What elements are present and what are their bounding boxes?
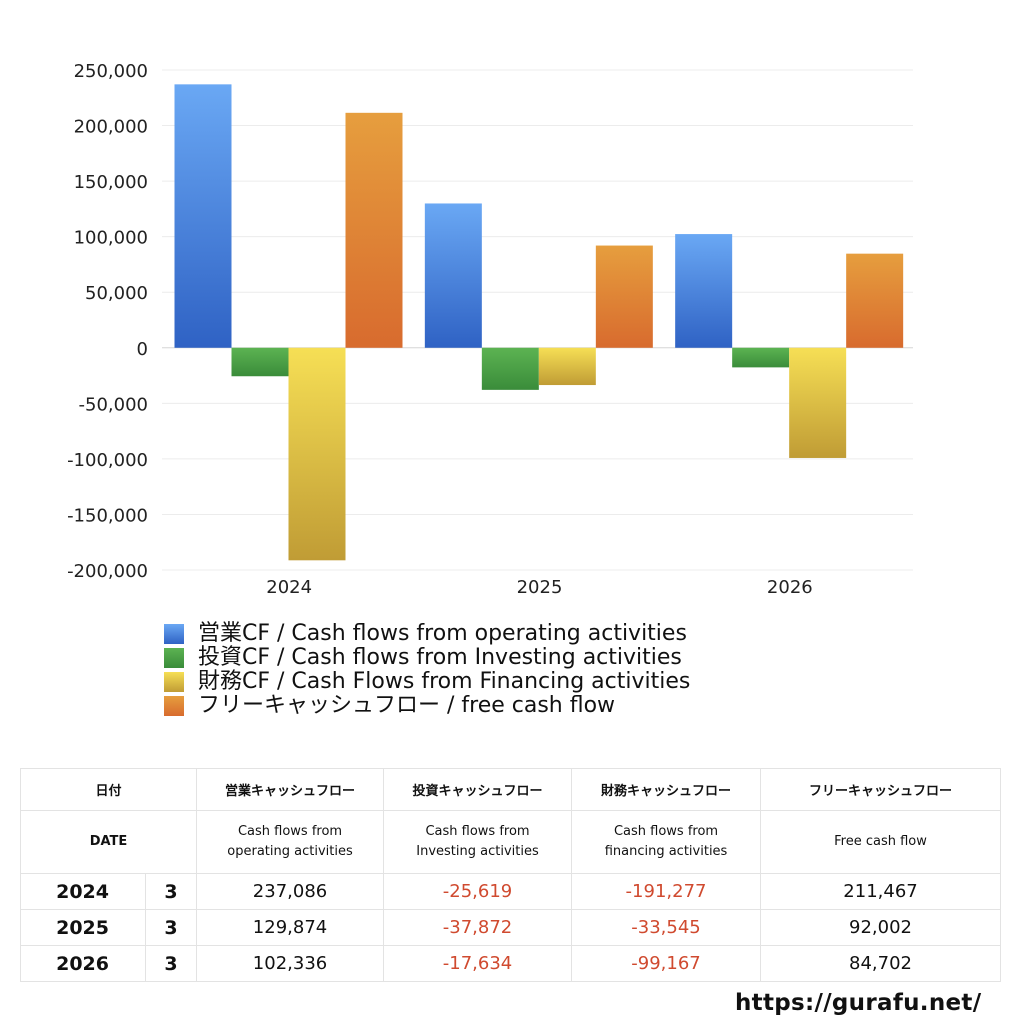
header-investing-en: Cash flows from Investing activities [383, 810, 573, 874]
y-tick-label: 50,000 [85, 283, 148, 304]
bar-financing [538, 347, 596, 386]
header-financing-en-line1: Cash flows from [613, 824, 719, 839]
row-operating: 129,874 [196, 909, 385, 946]
legend-swatch-free [164, 696, 184, 716]
row-operating: 102,336 [196, 945, 385, 982]
x-axis-ticks: 2024 2025 2026 [266, 577, 812, 598]
row-financing: -33,545 [571, 909, 762, 946]
y-tick-label: 150,000 [74, 172, 148, 193]
legend-label-investing: 投資CF / Cash flows from Investing activit… [198, 645, 682, 670]
y-tick-label: 100,000 [74, 228, 148, 249]
bar-financing [789, 347, 847, 458]
y-tick-label: -50,000 [79, 394, 148, 415]
header-date-en: DATE [19, 810, 198, 874]
bar-free [846, 253, 904, 348]
legend-label-operating: 営業CF / Cash flows from operating activit… [198, 621, 687, 646]
y-axis-ticks: 250,000 200,000 150,000 100,000 50,000 0 -50,0… [67, 61, 148, 582]
legend-swatch-investing [164, 648, 184, 668]
table-row: 2025 3 129,874 -37,872 -33,545 92,002 [20, 909, 1002, 946]
bar-free [595, 245, 653, 348]
bar-operating [424, 203, 482, 348]
header-financing-en-line2: financing activities [604, 844, 728, 859]
y-tick-label: 0 [137, 339, 148, 360]
legend-swatch-operating [164, 624, 184, 644]
row-investing: -37,872 [383, 909, 573, 946]
bar-investing [481, 347, 539, 390]
legend-item-free: フリーキャッシュフロー / free cash flow [164, 694, 690, 718]
row-month: 3 [144, 873, 198, 910]
site-url: https://gurafu.net/ [735, 990, 982, 1016]
bar-operating [174, 84, 232, 348]
row-investing: -17,634 [383, 945, 573, 982]
bar-financing [288, 347, 346, 561]
row-financing: -99,167 [571, 945, 762, 982]
y-tick-label: -150,000 [67, 505, 148, 526]
row-year: 2025 [20, 909, 146, 946]
header-financing-jp: 財務キャッシュフロー [571, 768, 762, 811]
bar-free [345, 112, 403, 348]
legend-item-investing: 投資CF / Cash flows from Investing activit… [164, 646, 690, 670]
row-year: 2026 [20, 945, 146, 982]
bar-investing [732, 347, 790, 368]
x-tick-label: 2024 [266, 577, 312, 598]
header-operating-en: Cash flows from operating activities [196, 810, 385, 874]
x-tick-label: 2025 [517, 577, 563, 598]
header-investing-en-line2: Investing activities [416, 844, 539, 859]
table-header-en: DATE Cash flows from operating activities… [19, 810, 1002, 874]
header-operating-jp: 営業キャッシュフロー [196, 768, 385, 811]
row-free: 92,002 [760, 909, 1002, 946]
header-free-jp: フリーキャッシュフロー [760, 768, 1002, 811]
row-investing: -25,619 [383, 873, 573, 910]
row-operating: 237,086 [196, 873, 385, 910]
table-row: 2024 3 237,086 -25,619 -191,277 211,467 [20, 873, 1002, 910]
x-tick-label: 2026 [767, 577, 813, 598]
legend-label-free: フリーキャッシュフロー / free cash flow [198, 693, 616, 718]
cash-flow-bar-chart: 250,000 200,000 150,000 100,000 50,000 0 -50,0… [67, 61, 913, 598]
cash-flow-table: 日付 営業キャッシュフロー 投資キャッシュフロー 財務キャッシュフロー フリーキ… [19, 768, 1002, 982]
legend-label-financing: 財務CF / Cash Flows from Financing activit… [198, 669, 691, 694]
legend-item-financing: 財務CF / Cash Flows from Financing activit… [164, 670, 690, 694]
row-month: 3 [144, 945, 198, 982]
header-free-en: Free cash flow [760, 810, 1002, 874]
row-month: 3 [144, 909, 198, 946]
bars [174, 84, 904, 561]
header-investing-jp: 投資キャッシュフロー [383, 768, 573, 811]
chart-legend: 営業CF / Cash flows from operating activit… [164, 622, 690, 718]
legend-item-operating: 営業CF / Cash flows from operating activit… [164, 622, 690, 646]
y-tick-label: 200,000 [74, 117, 148, 138]
row-free: 211,467 [760, 873, 1002, 910]
header-operating-en-line1: Cash flows from [237, 824, 343, 839]
y-tick-label: -100,000 [67, 450, 148, 471]
y-tick-label: 250,000 [74, 61, 148, 82]
y-tick-label: -200,000 [67, 561, 148, 582]
row-free: 84,702 [760, 945, 1002, 982]
legend-swatch-financing [164, 672, 184, 692]
header-operating-en-line2: operating activities [227, 844, 353, 859]
bar-operating [675, 234, 733, 348]
header-financing-en: Cash flows from financing activities [571, 810, 762, 874]
table-row: 2026 3 102,336 -17,634 -99,167 84,702 [20, 945, 1002, 982]
header-date-jp: 日付 [19, 768, 198, 811]
row-financing: -191,277 [571, 873, 762, 910]
table-header-jp: 日付 営業キャッシュフロー 投資キャッシュフロー 財務キャッシュフロー フリーキ… [19, 768, 1002, 811]
grid-lines [162, 69, 913, 571]
row-year: 2024 [20, 873, 146, 910]
header-investing-en-line1: Cash flows from [425, 824, 530, 839]
bar-investing [231, 347, 289, 377]
